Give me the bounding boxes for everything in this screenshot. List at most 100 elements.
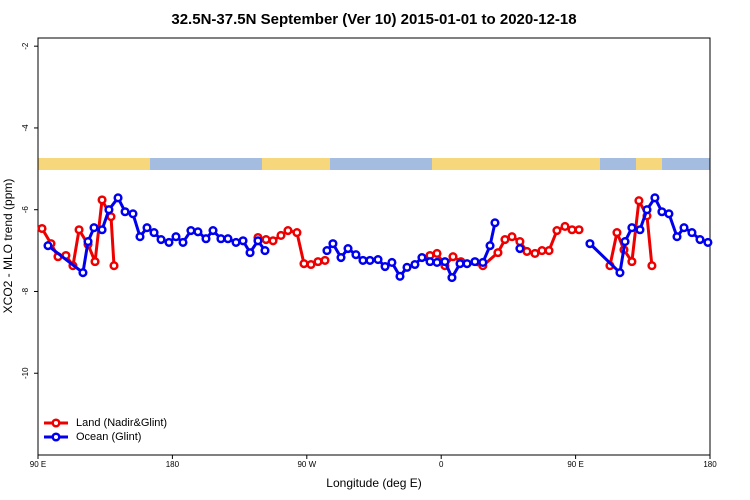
y-axis-label: XCO2 - MLO trend (ppm) xyxy=(1,179,15,314)
data-point xyxy=(186,226,196,236)
data-point xyxy=(97,195,107,205)
data-point xyxy=(89,223,99,233)
data-point xyxy=(537,246,547,256)
data-point xyxy=(260,246,270,256)
legend-label: Land (Nadir&Glint) xyxy=(76,417,167,429)
data-point xyxy=(493,248,503,258)
x-tick-label: 180 xyxy=(703,460,717,469)
x-tick-label: 180 xyxy=(166,460,180,469)
data-point xyxy=(664,209,674,219)
legend-marker xyxy=(51,418,61,428)
data-point xyxy=(78,268,88,278)
data-point xyxy=(261,235,271,245)
data-point xyxy=(679,223,689,233)
data-point xyxy=(171,232,181,242)
data-point xyxy=(585,239,595,249)
plot-frame xyxy=(37,37,711,456)
y-tick-label: -8 xyxy=(21,287,30,295)
data-point xyxy=(507,232,517,242)
data-point xyxy=(164,237,174,247)
data-point xyxy=(627,257,637,267)
data-point xyxy=(37,223,47,234)
data-point xyxy=(231,237,241,247)
data-point xyxy=(695,235,705,245)
data-point xyxy=(552,226,562,236)
data-point xyxy=(515,237,525,247)
chart-title: 32.5N-37.5N September (Ver 10) 2015-01-0… xyxy=(171,11,576,28)
data-point xyxy=(322,246,332,256)
data-point xyxy=(83,237,93,247)
data-point xyxy=(373,255,383,265)
data-point xyxy=(276,230,286,241)
map-strip xyxy=(38,158,710,170)
data-point xyxy=(470,257,480,267)
data-point xyxy=(193,227,203,237)
x-tick-label: 90 E xyxy=(30,460,46,469)
data-point xyxy=(380,261,390,272)
data-point xyxy=(448,252,458,262)
data-point xyxy=(90,257,100,267)
data-point xyxy=(43,241,53,251)
data-point xyxy=(238,236,248,246)
data-point xyxy=(432,257,442,267)
data-point xyxy=(447,273,457,283)
data-point xyxy=(97,225,107,235)
data-point xyxy=(687,228,697,238)
data-point xyxy=(109,261,119,271)
data-point xyxy=(432,248,442,258)
data-point xyxy=(313,257,323,267)
data-point xyxy=(635,225,645,235)
data-point xyxy=(615,268,625,278)
data-point xyxy=(306,259,316,270)
data-point xyxy=(299,259,309,269)
data-point xyxy=(485,241,495,251)
y-tick-label: -6 xyxy=(21,206,30,214)
data-point xyxy=(657,207,667,217)
data-point xyxy=(120,207,130,217)
data-point xyxy=(351,250,361,260)
data-point xyxy=(544,246,554,256)
data-point xyxy=(612,228,622,238)
data-point xyxy=(620,237,630,247)
x-axis-label: Longitude (deg E) xyxy=(326,476,421,490)
data-point xyxy=(178,237,188,247)
data-point xyxy=(634,196,644,206)
data-point xyxy=(74,225,84,235)
data-point xyxy=(425,257,435,267)
data-point xyxy=(560,221,570,232)
data-point xyxy=(515,243,525,254)
data-point xyxy=(574,225,584,235)
x-tick-label: 0 xyxy=(439,460,444,469)
data-point xyxy=(135,232,145,242)
data-point xyxy=(216,234,226,244)
y-tick-label: -4 xyxy=(21,124,30,132)
data-point xyxy=(104,205,114,215)
data-point xyxy=(365,255,375,265)
data-point xyxy=(647,261,657,271)
data-point xyxy=(672,232,682,242)
data-point xyxy=(522,246,532,256)
data-point xyxy=(328,239,338,249)
data-point xyxy=(149,228,159,238)
data-point xyxy=(402,262,412,272)
data-point xyxy=(455,259,465,269)
data-point xyxy=(567,225,577,235)
data-point xyxy=(128,209,138,219)
data-point xyxy=(208,226,218,236)
data-point xyxy=(113,193,123,203)
data-point xyxy=(440,257,450,267)
data-point xyxy=(292,228,302,238)
data-point xyxy=(245,248,255,258)
data-point xyxy=(490,218,500,228)
data-point xyxy=(395,271,405,281)
data-point xyxy=(336,252,346,263)
data-point xyxy=(462,259,472,269)
y-tick-label: -2 xyxy=(21,42,30,50)
x-tick-label: 90 E xyxy=(567,460,583,469)
data-point xyxy=(268,236,278,246)
data-point xyxy=(253,236,263,246)
data-point xyxy=(142,223,152,233)
x-tick-label: 90 W xyxy=(297,460,316,469)
data-point xyxy=(703,237,713,247)
data-point xyxy=(642,205,652,215)
